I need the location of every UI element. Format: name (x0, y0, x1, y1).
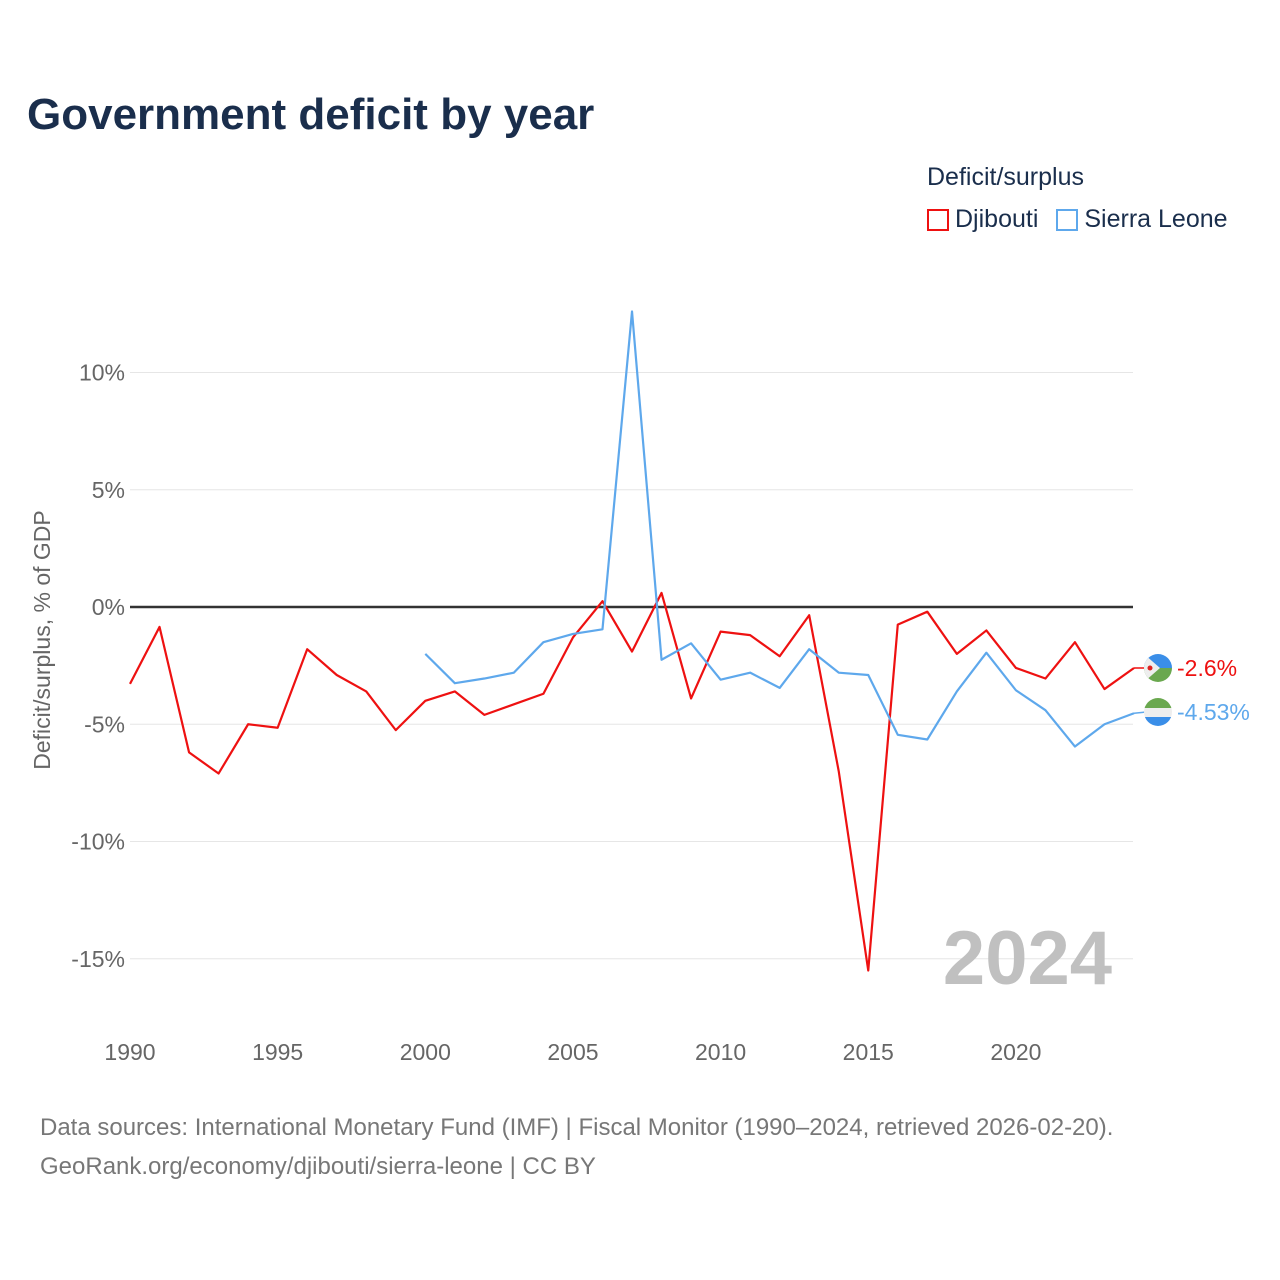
y-tick-label: 10% (79, 360, 125, 386)
series-line-djibouti (129, 591, 1135, 972)
footer-link[interactable]: GeoRank.org/economy/djibouti/sierra-leon… (40, 1153, 596, 1180)
x-tick-label: 2020 (990, 1039, 1041, 1065)
flag-star (1147, 665, 1153, 671)
y-tick-label: 0% (92, 594, 125, 620)
x-tick-label: 1995 (252, 1039, 303, 1065)
x-tick-label: 2015 (843, 1039, 894, 1065)
legend: Djibouti Sierra Leone (927, 205, 1228, 234)
y-tick-label: -5% (84, 711, 125, 737)
legend-label-djibouti: Djibouti (955, 205, 1039, 233)
legend-label-sierra-leone: Sierra Leone (1084, 205, 1228, 233)
y-tick-label: -15% (71, 946, 125, 972)
legend-swatch-sierra-leone (1056, 208, 1079, 231)
djibouti-flag-icon (1144, 654, 1172, 682)
legend-item-djibouti[interactable]: Djibouti (927, 205, 1038, 234)
end-value-label: -2.6% (1177, 655, 1237, 681)
x-tick-label: 2010 (695, 1039, 746, 1065)
x-tick-label: 2000 (400, 1039, 451, 1065)
sierra-leone-flag-icon (1144, 698, 1172, 726)
footer: Data sources: International Monetary Fun… (40, 1108, 1113, 1186)
legend-swatch-djibouti (927, 208, 949, 231)
flag-body (1144, 698, 1172, 726)
series-line-sierra-leone (424, 310, 1135, 748)
y-tick-label: 5% (92, 477, 125, 503)
y-tick-label: -10% (71, 829, 125, 855)
y-axis-label: Deficit/surplus, % of GDP (29, 510, 55, 769)
flag-body (1144, 654, 1172, 682)
x-tick-label: 1990 (104, 1039, 155, 1065)
flag-stripe (1144, 717, 1172, 726)
footer-sources: Data sources: International Monetary Fun… (40, 1114, 1114, 1141)
year-watermark: 2024 (943, 916, 1112, 1001)
end-value-label: -4.53% (1177, 699, 1250, 725)
chart-title: Government deficit by year (27, 90, 595, 139)
flag-stripe (1144, 698, 1172, 708)
legend-title: Deficit/surplus (927, 163, 1084, 191)
x-tick-label: 2005 (547, 1039, 598, 1065)
flag-stripe (1144, 708, 1172, 717)
legend-item-sierra-leone[interactable]: Sierra Leone (1056, 205, 1228, 234)
